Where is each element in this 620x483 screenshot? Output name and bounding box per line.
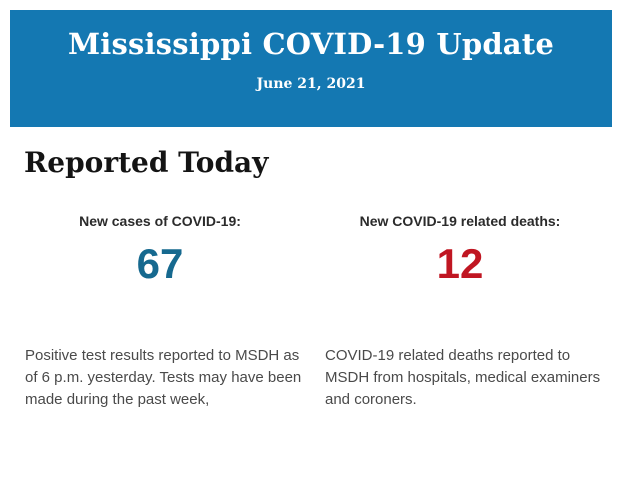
- stats-row: New cases of COVID-19: 67 Positive test …: [10, 213, 610, 411]
- new-deaths-description: COVID-19 related deaths reported to MSDH…: [325, 347, 601, 408]
- report-date: June 21, 2021: [256, 76, 366, 92]
- new-deaths-label: New COVID-19 related deaths:: [359, 213, 561, 229]
- section-heading: Reported Today: [24, 146, 269, 179]
- new-cases-value: 67: [136, 240, 184, 287]
- new-deaths-value: 12: [436, 240, 484, 287]
- stat-new-deaths: New COVID-19 related deaths: 12 COVID-19…: [310, 213, 610, 411]
- page-title: Mississippi COVID-19 Update: [67, 27, 555, 61]
- header-banner: Mississippi COVID-19 Update June 21, 202…: [10, 10, 612, 127]
- new-cases-label: New cases of COVID-19:: [79, 213, 241, 229]
- stat-new-cases: New cases of COVID-19: 67 Positive test …: [10, 213, 310, 411]
- new-cases-description: Positive test results reported to MSDH a…: [25, 347, 302, 408]
